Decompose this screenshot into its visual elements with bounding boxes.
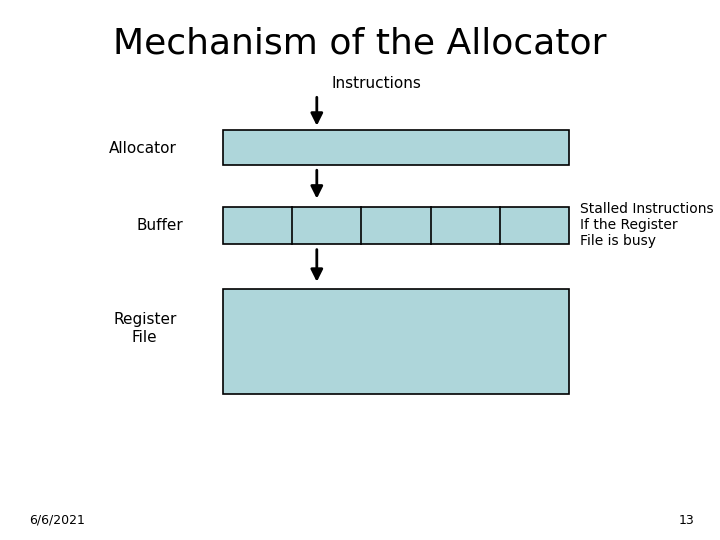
- Text: Buffer: Buffer: [137, 218, 184, 233]
- Text: Allocator: Allocator: [109, 141, 176, 156]
- Bar: [223, 289, 569, 394]
- Bar: [223, 130, 569, 165]
- Text: Instructions: Instructions: [331, 76, 421, 91]
- Text: Register
File: Register File: [113, 312, 176, 345]
- Text: 13: 13: [679, 514, 695, 526]
- Text: Stalled Instructions
If the Register
File is busy: Stalled Instructions If the Register Fil…: [580, 202, 714, 248]
- Text: Mechanism of the Allocator: Mechanism of the Allocator: [113, 27, 607, 61]
- Bar: [223, 207, 569, 244]
- Text: 6/6/2021: 6/6/2021: [29, 514, 85, 526]
